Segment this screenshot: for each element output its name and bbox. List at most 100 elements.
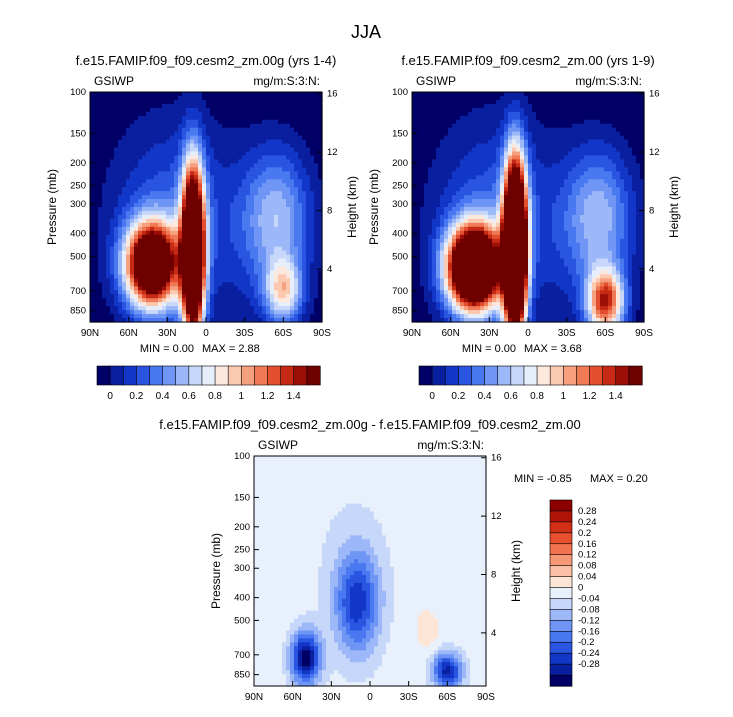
heatmap-cell (274, 148, 279, 153)
heatmap-cell (424, 128, 429, 133)
heatmap-cell (106, 278, 111, 283)
heatmap-cell (492, 294, 497, 299)
heatmap-cell (166, 92, 171, 97)
heatmap-cell (202, 195, 207, 200)
heatmap-cell (492, 274, 497, 279)
y-tick-label: 500 (70, 251, 86, 262)
heatmap-cell (512, 124, 517, 129)
heatmap-cell (242, 227, 247, 232)
heatmap-cell (508, 239, 513, 244)
heatmap-cell (432, 108, 437, 113)
heatmap-cell (416, 128, 421, 133)
heatmap-cell (416, 203, 421, 208)
heatmap-cell (512, 278, 517, 283)
heatmap-cell (258, 128, 263, 133)
heatmap-cell (154, 167, 159, 172)
heatmap-cell (500, 239, 505, 244)
heatmap-cell (98, 294, 103, 299)
heatmap-cell (440, 314, 445, 319)
heatmap-cell (150, 290, 155, 295)
heatmap-cell (194, 263, 199, 268)
heatmap-cell (298, 266, 303, 271)
heatmap-cell (512, 302, 517, 307)
heatmap-cell (222, 203, 227, 208)
heatmap-cell (206, 274, 211, 279)
heatmap-cell (412, 140, 417, 145)
heatmap-cell (254, 274, 259, 279)
heatmap-cell (178, 310, 183, 315)
heatmap-cell (242, 298, 247, 303)
heatmap-cell (298, 263, 303, 268)
heatmap-cell (306, 211, 311, 216)
heatmap-cell (286, 290, 291, 295)
heatmap-cell (146, 306, 151, 311)
heatmap-cell (230, 179, 235, 184)
heatmap-cell (146, 151, 151, 156)
heatmap-cell (170, 302, 175, 307)
heatmap-cell (170, 263, 175, 268)
heatmap-cell (500, 270, 505, 275)
heatmap-cell (226, 187, 231, 192)
heatmap-cell (218, 235, 223, 240)
heatmap-cell (310, 263, 315, 268)
heatmap-cell (520, 92, 525, 97)
heatmap-cell (118, 227, 123, 232)
heatmap-cell (496, 231, 501, 236)
heatmap-cell (110, 207, 115, 212)
heatmap-cell (214, 179, 219, 184)
heatmap-cell (448, 144, 453, 149)
heatmap-cell (262, 251, 267, 256)
heatmap-cell (294, 282, 299, 287)
heatmap-cell (468, 128, 473, 133)
heatmap-cell (432, 155, 437, 160)
heatmap-cell (460, 120, 465, 125)
heatmap-cell (194, 112, 199, 117)
heatmap-cell (122, 243, 127, 248)
heatmap-cell (508, 151, 513, 156)
heatmap-cell (166, 124, 171, 129)
heatmap-cell (222, 195, 227, 200)
heatmap-cell (444, 175, 449, 180)
heatmap-cell (94, 274, 99, 279)
heatmap-cell (222, 223, 227, 228)
heatmap-cell (440, 207, 445, 212)
heatmap-cell (512, 144, 517, 149)
heatmap-cell (468, 211, 473, 216)
heatmap-cell (218, 243, 223, 248)
heatmap-cell (106, 120, 111, 125)
heatmap-cell (258, 191, 263, 196)
heatmap-cell (496, 215, 501, 220)
heatmap-cell (178, 116, 183, 121)
heatmap-cell (254, 124, 259, 129)
heatmap-cell (278, 136, 283, 141)
heatmap-cell (516, 163, 521, 168)
heatmap-cell (250, 314, 255, 319)
heatmap-cell (138, 263, 143, 268)
heatmap-cell (110, 203, 115, 208)
heatmap-cell (190, 259, 195, 264)
heatmap-cell (302, 203, 307, 208)
heatmap-cell (126, 128, 131, 133)
heatmap-cell (444, 100, 449, 105)
heatmap-cell (170, 203, 175, 208)
heatmap-cell (298, 227, 303, 232)
heatmap-cell (460, 270, 465, 275)
heatmap-cell (198, 247, 203, 252)
heatmap-cell (262, 235, 267, 240)
heatmap-cell (496, 128, 501, 133)
heatmap-cell (202, 270, 207, 275)
heatmap-cell (464, 239, 469, 244)
heatmap-cell (210, 167, 215, 172)
heatmap-cell (178, 286, 183, 291)
heatmap-cell (416, 104, 421, 109)
heatmap-cell (150, 191, 155, 196)
heatmap-cell (178, 128, 183, 133)
heatmap-cell (226, 286, 231, 291)
heatmap-cell (448, 92, 453, 97)
heatmap-cell (202, 100, 207, 105)
heatmap-cell (234, 211, 239, 216)
heatmap-cell (158, 187, 163, 192)
heatmap-cell (218, 155, 223, 160)
heatmap-cell (134, 148, 139, 153)
heatmap-cell (310, 191, 315, 196)
